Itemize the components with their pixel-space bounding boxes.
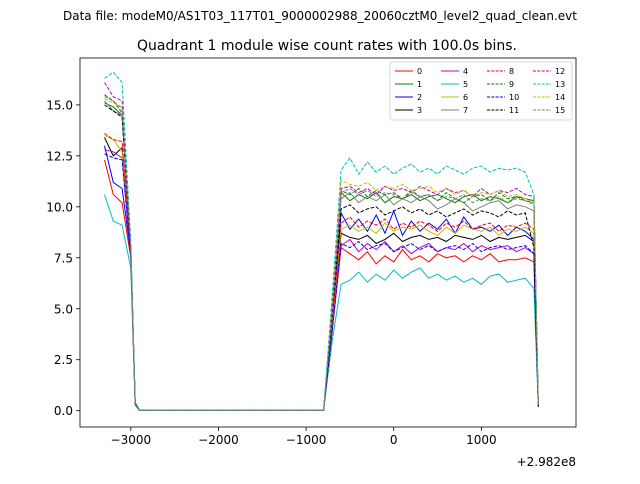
x-tick-label: 0 xyxy=(390,433,398,447)
legend-label-14: 14 xyxy=(555,93,565,102)
legend-label-9: 9 xyxy=(509,80,514,89)
series-line-8 xyxy=(104,132,539,411)
series-line-2 xyxy=(104,145,539,411)
axes: −3000 −2000 −1000 0 1000 0.0 2.5 5.0 7.5 10.0 12.5… xyxy=(46,57,577,447)
x-tick-label: −1000 xyxy=(286,433,327,447)
series-line-15 xyxy=(104,96,539,411)
legend-label-12: 12 xyxy=(555,67,565,76)
y-tick-label: 0.0 xyxy=(54,404,73,418)
y-tick-label: 10.0 xyxy=(46,200,73,214)
x-tick-label: 1000 xyxy=(466,433,497,447)
y-tick-label: 12.5 xyxy=(46,149,73,163)
legend-label-6: 6 xyxy=(463,93,468,102)
legend-label-15: 15 xyxy=(555,106,565,115)
chart-title: Quadrant 1 module wise count rates with … xyxy=(137,38,517,54)
legend-label-8: 8 xyxy=(509,67,514,76)
legend-label-5: 5 xyxy=(463,80,468,89)
series-line-0 xyxy=(104,159,539,411)
series-line-4 xyxy=(104,149,539,411)
series-line-13 xyxy=(104,71,539,411)
y-tick-label: 15.0 xyxy=(46,98,73,112)
legend-label-10: 10 xyxy=(509,93,519,102)
plot-area xyxy=(104,71,539,411)
y-tick-label: 2.5 xyxy=(54,353,73,367)
y-tick-label: 5.0 xyxy=(54,302,73,316)
x-tick-label: −2000 xyxy=(198,433,239,447)
series-line-5 xyxy=(104,194,539,411)
x-offset-text: +2.982e8 xyxy=(517,455,576,469)
series-line-6 xyxy=(104,135,539,411)
legend-label-0: 0 xyxy=(417,67,422,76)
series-line-10 xyxy=(104,153,539,411)
legend-label-4: 4 xyxy=(463,67,468,76)
legend-label-3: 3 xyxy=(417,106,422,115)
series-line-12 xyxy=(104,82,539,411)
legend-label-2: 2 xyxy=(417,93,422,102)
legend-box xyxy=(389,61,573,121)
series-line-9 xyxy=(104,94,539,411)
series-line-11 xyxy=(104,104,539,411)
axes-frame xyxy=(79,57,577,428)
legend-label-13: 13 xyxy=(555,80,565,89)
legend-label-11: 11 xyxy=(509,106,519,115)
series-line-3 xyxy=(104,137,539,411)
x-tick-label: −3000 xyxy=(111,433,152,447)
series-line-14 xyxy=(104,98,539,411)
legend-label-1: 1 xyxy=(417,80,422,89)
suptitle: Data file: modeM0/AS1T03_117T01_90000029… xyxy=(63,9,577,23)
y-tick-label: 7.5 xyxy=(54,251,73,265)
legend-label-7: 7 xyxy=(463,106,468,115)
